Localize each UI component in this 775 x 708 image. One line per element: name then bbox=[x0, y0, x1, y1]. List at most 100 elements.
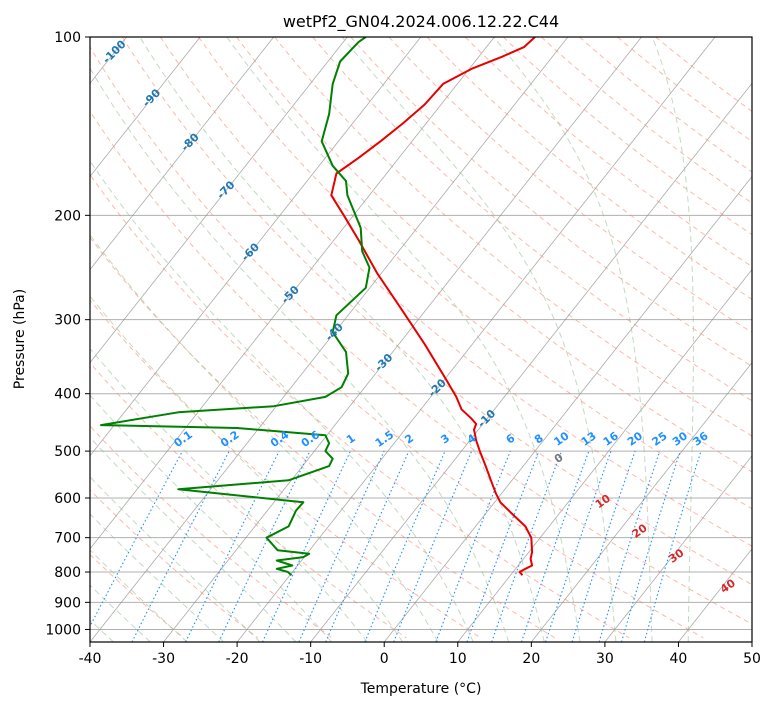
isotherm-line bbox=[90, 37, 348, 364]
dry-adiabat-line bbox=[90, 110, 704, 639]
isotherm-line bbox=[531, 362, 752, 642]
moist-adiabat-line bbox=[90, 584, 151, 642]
moist-adiabat-line bbox=[90, 67, 510, 642]
y-tick-label: 1000 bbox=[45, 622, 81, 638]
dry-adiabat-line bbox=[90, 299, 481, 639]
x-tick-label: 40 bbox=[670, 651, 688, 667]
isotherm-line bbox=[90, 37, 422, 457]
dry-adiabat-line bbox=[541, 37, 752, 204]
plot-frame bbox=[89, 36, 753, 643]
background-lines bbox=[90, 37, 752, 642]
mixing-ratio-line bbox=[571, 450, 636, 642]
mixing-ratio-label: 0.1 bbox=[171, 428, 194, 450]
dry-adiabat-line bbox=[502, 37, 752, 236]
mixing-ratio-line bbox=[520, 450, 590, 642]
dry-adiabat-line bbox=[350, 37, 752, 367]
mixing-ratio-label: 13 bbox=[579, 429, 599, 448]
dry-adiabat-line bbox=[121, 37, 752, 586]
moist-adiabat-line bbox=[341, 37, 617, 642]
moist-adiabat-label: 30 bbox=[666, 546, 686, 566]
moist-adiabat-line bbox=[139, 37, 545, 642]
isotherm-label: -10 bbox=[475, 407, 498, 430]
dry-adiabat-line bbox=[90, 45, 752, 625]
profile-lines bbox=[100, 37, 536, 576]
x-axis-label: Temperature (°C) bbox=[360, 681, 482, 697]
isotherm-label: -80 bbox=[179, 130, 202, 153]
y-axis-ticks: 100 200 300 400 500 600 700 800 900 1000 bbox=[45, 30, 90, 638]
isotherm-line bbox=[90, 37, 275, 271]
x-tick-label: 50 bbox=[743, 651, 761, 667]
mixing-ratio-label: 25 bbox=[650, 429, 670, 448]
x-tick-label: -30 bbox=[152, 651, 175, 667]
dry-adiabat-line bbox=[159, 37, 752, 547]
dry-adiabat-line bbox=[617, 37, 752, 143]
x-tick-label: 30 bbox=[596, 651, 614, 667]
mixing-ratio-line bbox=[364, 450, 446, 642]
isotherm-line bbox=[383, 175, 752, 642]
dry-adiabat-line bbox=[426, 37, 752, 300]
mixing-ratio-label: 36 bbox=[691, 429, 711, 449]
chart-title: wetPf2_GN04.2024.006.12.22.C44 bbox=[283, 12, 559, 32]
mixing-ratio-line bbox=[643, 450, 702, 642]
mixing-ratio-line bbox=[298, 450, 385, 642]
dry-adiabat-line bbox=[90, 173, 630, 639]
moist-adiabat-line bbox=[226, 37, 581, 642]
moist-adiabat-line bbox=[90, 549, 188, 642]
mixing-ratio-line bbox=[435, 450, 511, 642]
x-tick-label: 10 bbox=[449, 651, 467, 667]
dry-adiabat-line bbox=[236, 37, 752, 473]
mixing-ratio-label: 0.6 bbox=[299, 428, 323, 450]
isotherm-label: -30 bbox=[372, 351, 395, 374]
y-tick-label: 900 bbox=[54, 595, 81, 611]
mixing-ratio-label: 8 bbox=[532, 432, 546, 447]
mixing-ratio-line bbox=[185, 450, 280, 642]
isotherm-line bbox=[90, 37, 201, 178]
isotherm-line bbox=[751, 641, 752, 642]
isotherm-line bbox=[310, 82, 752, 642]
x-tick-label: -10 bbox=[299, 651, 322, 667]
mixing-ratio-line bbox=[325, 450, 410, 642]
isotherm-label: -60 bbox=[239, 240, 262, 263]
mixing-ratio-line bbox=[621, 450, 681, 642]
isotherm-label: -100 bbox=[100, 37, 129, 66]
moist-adiabat-label: 40 bbox=[718, 576, 738, 596]
moist-adiabat-line bbox=[90, 436, 297, 642]
isotherm-line bbox=[457, 268, 752, 642]
x-tick-label: -20 bbox=[226, 651, 249, 667]
y-tick-label: 200 bbox=[54, 208, 81, 224]
moist-adiabat-line bbox=[90, 160, 474, 642]
x-axis-ticks: -40 -30 -20 -10 0 10 20 30 40 50 bbox=[79, 642, 761, 667]
isotherm-label: -90 bbox=[140, 86, 163, 109]
mixing-ratio-line bbox=[491, 450, 563, 642]
y-tick-label: 600 bbox=[54, 491, 81, 507]
dewpoint-profile-line bbox=[100, 37, 371, 576]
moist-adiabat-line bbox=[493, 37, 653, 642]
mixing-ratio-line bbox=[598, 450, 661, 642]
isotherm-line bbox=[163, 37, 642, 642]
isotherm-label: -70 bbox=[214, 178, 237, 201]
moist-adiabat-line bbox=[90, 347, 368, 642]
y-tick-label: 800 bbox=[54, 565, 81, 581]
mixing-ratio-label: 16 bbox=[601, 429, 621, 449]
dry-adiabat-line bbox=[90, 236, 556, 639]
temperature-profile-line bbox=[330, 37, 536, 576]
dry-adiabat-line bbox=[312, 37, 752, 402]
y-tick-label: 500 bbox=[54, 444, 81, 460]
moist-adiabat-line bbox=[90, 513, 224, 642]
moist-adiabat-line bbox=[90, 295, 404, 642]
x-tick-label: 20 bbox=[522, 651, 540, 667]
isotherm-line bbox=[90, 37, 495, 550]
dry-adiabat-line bbox=[274, 37, 752, 437]
dry-adiabat-line bbox=[90, 425, 333, 639]
isotherm-line bbox=[604, 455, 752, 642]
y-tick-label: 400 bbox=[54, 387, 81, 403]
x-tick-label: 0 bbox=[380, 651, 389, 667]
mixing-ratio-line bbox=[466, 450, 540, 642]
isotherm-line bbox=[236, 37, 716, 642]
mixing-ratio-line bbox=[545, 450, 612, 642]
mixing-ratio-label: 30 bbox=[670, 429, 690, 449]
y-tick-label: 100 bbox=[54, 30, 81, 46]
mixing-ratio-label: 0.2 bbox=[218, 428, 241, 450]
dry-adiabat-line bbox=[198, 37, 752, 510]
